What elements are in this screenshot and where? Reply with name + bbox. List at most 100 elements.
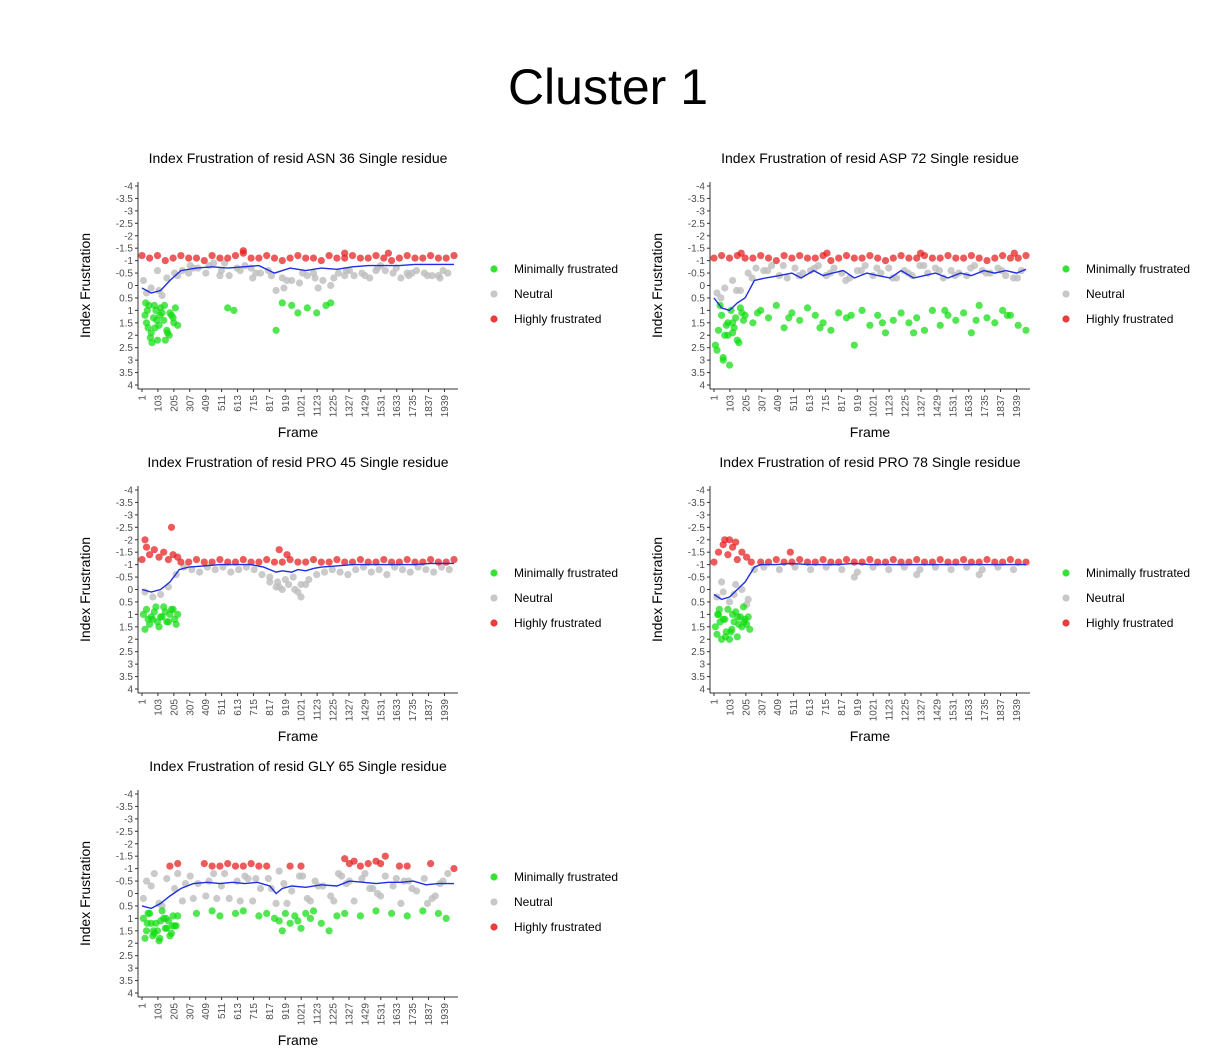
data-point <box>423 272 432 280</box>
data-point <box>963 563 971 571</box>
data-point <box>991 319 999 327</box>
data-point <box>718 578 726 586</box>
data-point <box>388 257 396 265</box>
x-tick-label: 715 <box>249 395 260 412</box>
data-point <box>309 254 318 262</box>
data-point <box>803 254 812 262</box>
y-tick-label: -2.5 <box>688 219 706 230</box>
data-point <box>338 872 346 880</box>
x-tick-label: 1225 <box>901 699 912 722</box>
data-point <box>866 252 874 260</box>
data-point <box>775 566 783 574</box>
data-point <box>721 633 730 641</box>
data-point <box>306 914 314 922</box>
legend-swatch <box>490 315 498 323</box>
data-point <box>744 269 752 277</box>
data-point <box>239 247 247 255</box>
scatter-plot-gly65: Index Frustration of resid GLY 65 Single… <box>77 758 618 1048</box>
data-point <box>317 558 325 566</box>
data-point <box>167 523 176 531</box>
data-point <box>796 556 804 564</box>
data-point <box>350 857 358 865</box>
data-point <box>983 257 991 265</box>
x-tick-label: 1021 <box>297 1003 308 1026</box>
x-tick-label: 205 <box>741 395 752 412</box>
data-point <box>816 324 824 332</box>
data-point <box>431 892 439 900</box>
x-tick-label: 1735 <box>980 699 991 722</box>
x-tick-label: 1429 <box>932 699 943 722</box>
x-tick-label: 1021 <box>297 699 308 722</box>
y-tick-label: 0 <box>127 585 133 596</box>
data-point <box>403 252 411 260</box>
data-point <box>450 556 458 564</box>
data-point <box>1022 326 1030 334</box>
data-point <box>710 558 718 566</box>
data-point <box>874 254 882 262</box>
data-point <box>718 252 726 260</box>
data-point <box>224 304 232 312</box>
series-neutral <box>139 867 452 910</box>
data-point <box>377 892 385 900</box>
data-point <box>395 862 403 870</box>
data-point <box>936 556 944 564</box>
legend: Minimally frustrated Neutral Highly frustr… <box>490 870 618 934</box>
data-point <box>348 252 357 260</box>
data-point <box>780 252 788 260</box>
data-point <box>157 590 165 599</box>
data-point <box>850 341 858 349</box>
x-tick-label: 1 <box>138 395 149 401</box>
data-point <box>889 254 897 262</box>
data-point <box>952 316 960 324</box>
x-tick-label: 307 <box>185 395 196 412</box>
data-point <box>735 620 743 628</box>
x-tick-label: 1225 <box>901 395 912 418</box>
x-tick-label: 1735 <box>408 699 419 722</box>
data-point <box>724 551 732 559</box>
data-point <box>281 909 289 917</box>
data-point <box>255 254 263 262</box>
y-tick-label: -3.5 <box>688 194 706 205</box>
chart-panel-asp72: Index Frustration of resid ASP 72 Single… <box>632 145 1212 445</box>
x-tick-label: 1 <box>710 699 721 705</box>
data-point <box>294 558 302 566</box>
data-point <box>285 580 293 589</box>
data-point <box>881 329 890 337</box>
data-point <box>727 306 735 314</box>
data-point <box>381 852 389 860</box>
data-point <box>164 556 172 564</box>
data-point <box>350 897 358 905</box>
legend-swatch <box>1062 569 1070 577</box>
data-point <box>239 862 247 870</box>
data-point <box>427 860 435 868</box>
legend-swatch <box>1062 594 1070 602</box>
data-point <box>983 314 991 322</box>
data-point <box>807 566 815 574</box>
x-tick-label: 1837 <box>424 1003 435 1026</box>
data-point <box>885 566 893 574</box>
data-point <box>811 254 819 262</box>
chart-panel-asn36: Index Frustration of resid ASN 36 Single… <box>60 145 640 445</box>
legend-swatch <box>1062 290 1070 298</box>
data-point <box>822 563 830 571</box>
data-point <box>819 556 827 564</box>
data-point <box>1006 254 1014 262</box>
data-point <box>881 257 890 265</box>
data-point <box>196 568 204 576</box>
legend-swatch <box>1062 265 1070 273</box>
data-point <box>835 254 843 262</box>
y-tick-label: 0.5 <box>691 597 705 608</box>
y-tick-label: 3.5 <box>119 368 133 379</box>
legend-swatch <box>490 923 498 931</box>
x-tick-label: 715 <box>821 699 832 716</box>
data-point <box>740 618 748 626</box>
y-tick-label: -1.5 <box>116 548 134 559</box>
data-point <box>889 316 897 324</box>
data-point <box>291 585 299 594</box>
trend-line <box>713 562 1026 601</box>
data-point <box>718 311 726 319</box>
y-tick-label: 0.5 <box>119 901 133 912</box>
data-point <box>239 556 247 564</box>
data-point <box>239 907 247 915</box>
y-tick-label: 2.5 <box>119 647 133 658</box>
